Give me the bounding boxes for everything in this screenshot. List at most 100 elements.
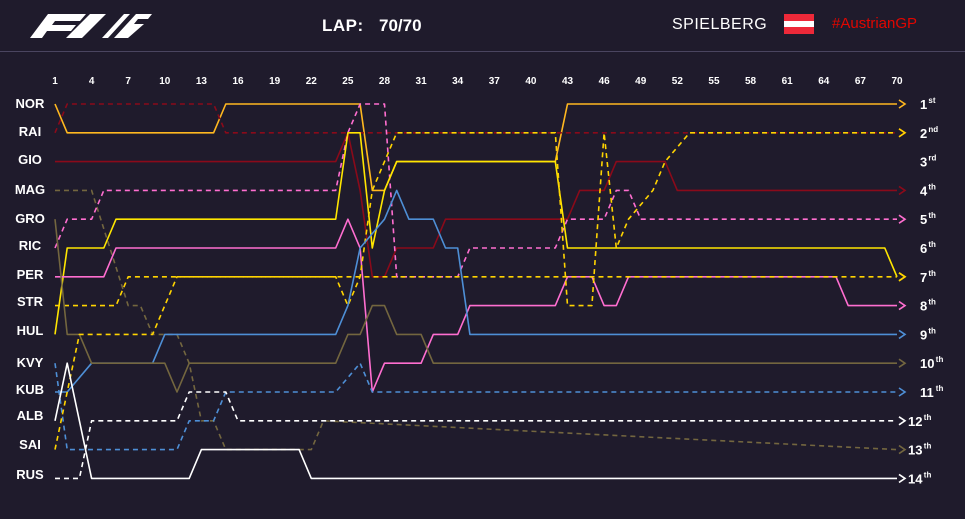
x-tick-label: 16 — [232, 76, 244, 87]
driver-label-sai: SAI — [19, 437, 41, 452]
series-line-alb — [55, 391, 897, 480]
series-arrow-rus — [898, 473, 907, 484]
final-position-suffix: th — [928, 269, 936, 278]
final-position-label: 11 — [920, 385, 934, 400]
final-position-suffix: th — [924, 470, 932, 479]
series-line-rus — [54, 362, 897, 480]
header-divider — [0, 51, 965, 52]
x-tick-label: 10 — [159, 76, 171, 87]
final-position-suffix: th — [928, 182, 936, 191]
x-tick-label: 22 — [306, 76, 318, 87]
final-position-label: 5 — [920, 212, 927, 227]
final-position-suffix: th — [936, 384, 944, 393]
series-arrow-kub — [898, 387, 907, 397]
x-tick-label: 40 — [525, 76, 537, 87]
series-arrow-mag — [898, 444, 907, 455]
series-arrow-gro — [898, 214, 907, 224]
series-arrow-sai — [898, 272, 907, 282]
x-tick-label: 61 — [782, 76, 794, 87]
final-position-label: 14 — [908, 471, 923, 486]
x-tick-label: 31 — [416, 76, 428, 87]
lap-counter: 70/70 — [379, 16, 422, 35]
series-arrow-gio — [898, 185, 907, 196]
x-tick-label: 1 — [52, 76, 58, 87]
driver-labels: NOR RAI GIO MAG GRO RIC PER STR HUL KVY KUB ALB SAI R… — [15, 96, 45, 482]
final-position-label: 6 — [920, 241, 927, 256]
x-tick-label: 25 — [342, 76, 354, 87]
driver-label-kub: KUB — [16, 382, 44, 397]
series-arrow-nor — [898, 99, 907, 109]
final-position-label: 3 — [920, 155, 927, 170]
x-tick-label: 67 — [855, 76, 867, 87]
final-position-suffix: th — [924, 413, 932, 422]
final-position-label: 4 — [920, 183, 928, 198]
series-line-rai — [54, 103, 897, 134]
x-tick-label: 70 — [891, 76, 903, 87]
x-tick-label: 49 — [635, 76, 647, 87]
x-tick-label: 64 — [818, 76, 830, 87]
final-position-suffix: rd — [928, 154, 936, 163]
final-position-label: 10 — [920, 356, 934, 371]
driver-label-per: PER — [17, 267, 44, 282]
series-line-mag — [55, 189, 898, 451]
driver-label-hul: HUL — [17, 323, 44, 338]
driver-label-str: STR — [17, 294, 44, 309]
driver-label-nor: NOR — [16, 96, 46, 111]
series-line-gio — [55, 132, 897, 278]
series-line-str — [55, 132, 897, 307]
final-position-label: 8 — [920, 299, 927, 314]
series-line-kub — [54, 362, 897, 451]
final-position-suffix: th — [928, 211, 936, 220]
series-arrow-alb — [898, 416, 907, 426]
x-tick-label: 34 — [452, 76, 464, 87]
lap-label: LAP: — [322, 16, 364, 35]
final-position-suffix: th — [928, 326, 936, 335]
final-position-suffix: st — [928, 96, 935, 105]
driver-label-alb: ALB — [17, 408, 44, 423]
race-hashtag: #AustrianGP — [832, 15, 918, 32]
x-tick-label: 52 — [672, 76, 684, 87]
driver-label-mag: MAG — [15, 182, 45, 197]
series-line-per — [55, 218, 897, 393]
x-tick-label: 43 — [562, 76, 574, 87]
driver-label-rus: RUS — [16, 467, 44, 482]
x-tick-label: 13 — [196, 76, 208, 87]
final-position-label: 2 — [920, 126, 927, 141]
final-position-suffix: th — [928, 298, 936, 307]
f1-logo-icon — [30, 14, 152, 38]
series-line-hul — [55, 189, 897, 393]
final-position-label: 13 — [908, 443, 922, 458]
series-arrow-per — [898, 300, 907, 311]
final-position-label: 1 — [920, 97, 927, 112]
series-line-kvy — [54, 219, 897, 393]
venue-name: SPIELBERG — [672, 16, 768, 33]
series-line-ric — [54, 132, 898, 335]
final-position-suffix: th — [924, 442, 932, 451]
x-tick-label: 55 — [708, 76, 720, 87]
series-line-nor — [54, 103, 897, 192]
driver-label-rai: RAI — [19, 124, 41, 139]
header-bar: LAP: 70/70 SPIELBERG #AustrianGP — [0, 0, 965, 52]
series-arrow-str — [898, 128, 907, 138]
driver-label-gio: GIO — [18, 152, 42, 167]
x-tick-label: 46 — [599, 76, 611, 87]
final-position-label: 7 — [920, 270, 927, 285]
x-tick-label: 7 — [125, 76, 131, 87]
final-position-label: 9 — [920, 327, 927, 342]
x-tick-label: 58 — [745, 76, 757, 87]
final-position-label: 12 — [908, 414, 922, 429]
x-tick-label: 28 — [379, 76, 391, 87]
driver-label-ric: RIC — [19, 238, 42, 253]
series-arrow-kvy — [898, 358, 907, 368]
x-tick-label: 19 — [269, 76, 281, 87]
driver-label-gro: GRO — [15, 211, 45, 226]
final-position-suffix: th — [936, 355, 944, 364]
x-axis-ticks: 1 4 7 10 13 16 19 22 25 28 31 34 37 40 43 46 49 52 55 58 61 6… — [52, 76, 903, 87]
driver-label-kvy: KVY — [17, 355, 44, 370]
series-arrow-hul — [898, 329, 907, 340]
x-tick-label: 37 — [489, 76, 501, 87]
final-position-suffix: nd — [928, 125, 938, 134]
series-lines — [54, 99, 907, 484]
